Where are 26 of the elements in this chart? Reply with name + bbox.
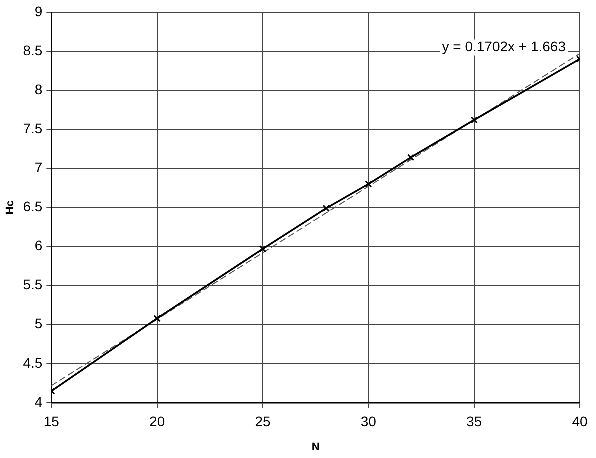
y-tick-label: 8	[34, 81, 43, 98]
y-tick-label: 7.5	[23, 120, 43, 136]
y-tick-label: 4	[34, 394, 43, 410]
y-tick-label: 5	[34, 316, 43, 332]
x-tick-label: 40	[572, 413, 588, 430]
x-axis-title: N	[312, 441, 320, 454]
y-axis-title: Hc	[4, 200, 17, 215]
point	[259, 246, 267, 253]
y-tick-label: 9	[34, 3, 43, 20]
x-tick-label: 35	[466, 413, 482, 430]
x-tick-label: 15	[44, 413, 60, 430]
y-tick-label: 8.5	[23, 42, 43, 58]
point	[365, 180, 372, 188]
x-tick-label: 20	[150, 413, 166, 430]
point	[407, 154, 415, 162]
y-tick-label: 7	[34, 160, 43, 176]
point	[470, 116, 478, 124]
y-tick-label: 4.5	[23, 354, 43, 371]
y-tick-label: 6	[34, 238, 43, 254]
x-tick-label: 25	[255, 413, 271, 430]
y-tick-label: 6.5	[23, 198, 43, 215]
annotation: y = 0.1702x + 1.663	[442, 38, 566, 55]
point	[322, 204, 330, 212]
point	[154, 315, 161, 322]
x-tick-label: 30	[360, 413, 377, 430]
y-tick-label: 5.5	[23, 276, 43, 293]
